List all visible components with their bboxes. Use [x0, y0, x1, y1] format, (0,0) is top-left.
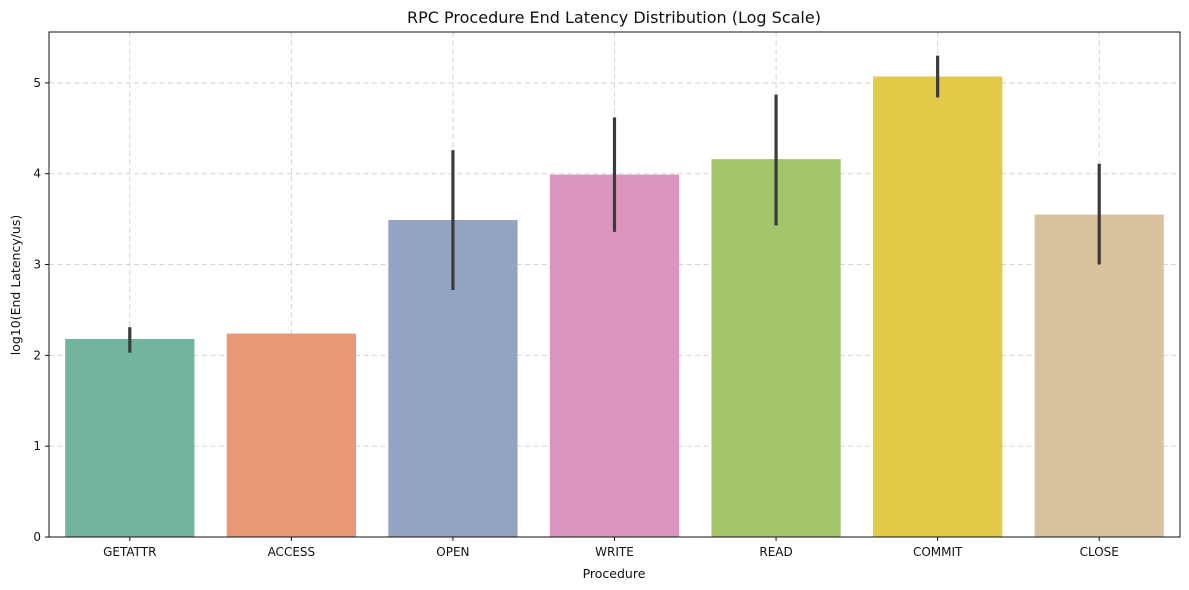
y-tick-label: 4 — [33, 167, 41, 181]
error-bars — [128, 55, 1101, 353]
y-tick-label: 3 — [33, 258, 41, 272]
y-tick-label: 0 — [33, 530, 41, 544]
x-tick-label: WRITE — [595, 545, 634, 559]
chart-title: RPC Procedure End Latency Distribution (… — [407, 8, 821, 27]
bar-getattr — [65, 338, 195, 537]
y-tick-label: 5 — [33, 76, 41, 90]
axis-ticks: 0 1 2 3 4 5 GETATTR ACCESS OPEN WRITE READ COMMIT CL… — [33, 76, 1118, 559]
y-tick-label: 2 — [33, 348, 41, 362]
bar-close — [1034, 214, 1164, 538]
y-tick-label: 1 — [33, 439, 41, 453]
x-tick-label: GETATTR — [103, 545, 156, 559]
y-axis-label: log10(End Latency/us) — [8, 215, 23, 356]
x-tick-label: READ — [759, 545, 792, 559]
x-tick-label: ACCESS — [268, 545, 316, 559]
bar-access — [226, 333, 356, 537]
x-tick-label: OPEN — [436, 545, 469, 559]
x-tick-label: CLOSE — [1080, 545, 1119, 559]
x-axis-label: Procedure — [583, 566, 646, 581]
bar-write — [549, 174, 680, 537]
bar-commit — [873, 76, 1003, 537]
x-tick-label: COMMIT — [913, 545, 963, 559]
